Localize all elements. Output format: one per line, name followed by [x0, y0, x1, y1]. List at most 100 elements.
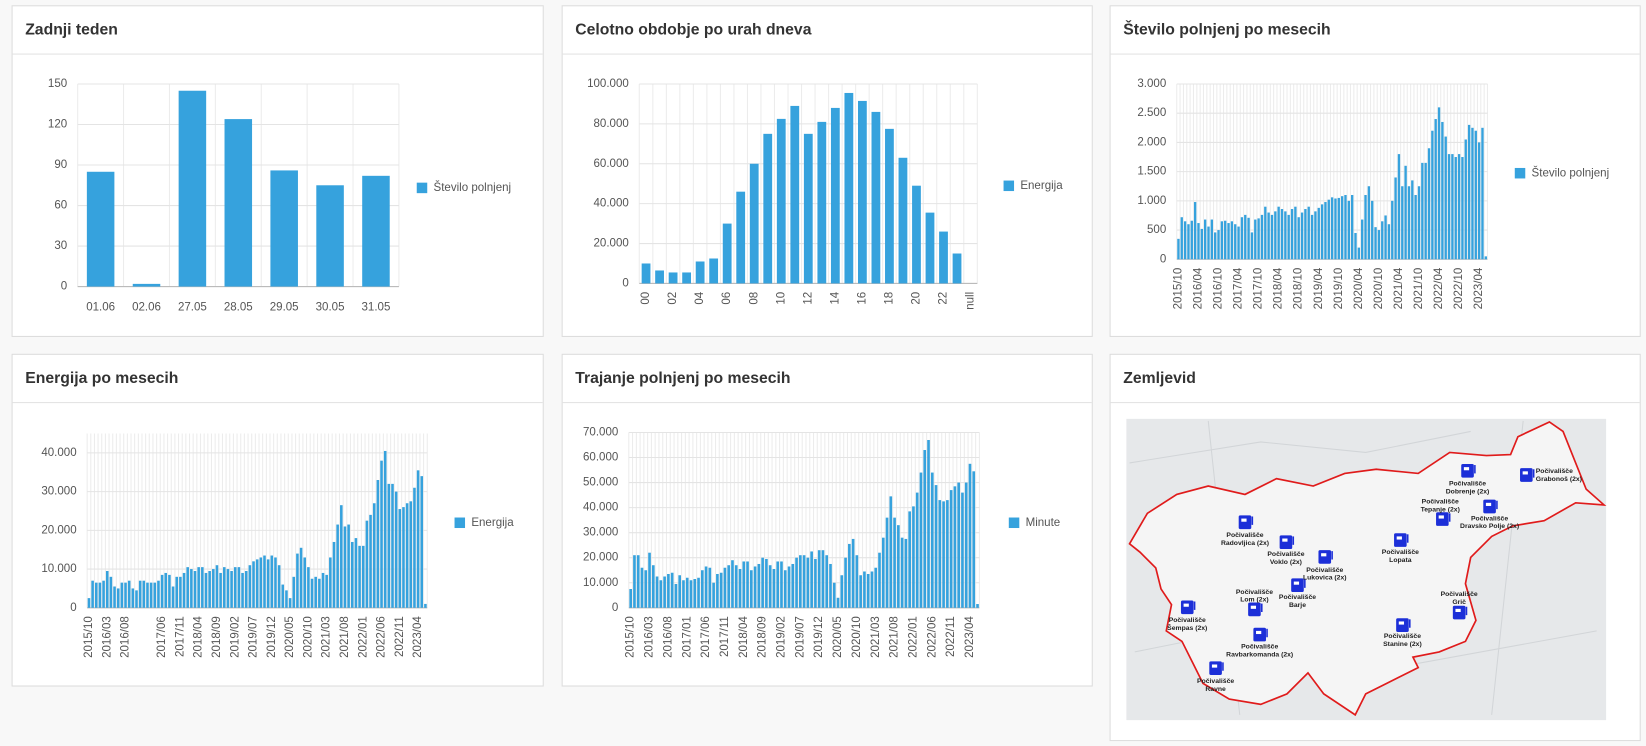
bar — [1461, 157, 1464, 260]
marker-icon-detail — [1396, 536, 1402, 540]
bar — [1327, 199, 1330, 260]
x-tick-label: 2021/04 — [1393, 267, 1405, 309]
bar — [1180, 217, 1183, 260]
marker-label: Počivališče — [1382, 549, 1419, 556]
bar — [821, 550, 825, 608]
marker-label: Grič — [1452, 599, 1466, 606]
bar — [332, 541, 336, 608]
bar — [1264, 206, 1267, 260]
bar — [1250, 232, 1254, 260]
x-tick-label: 2022/04 — [1433, 267, 1445, 309]
bar — [1330, 197, 1334, 260]
bar — [817, 550, 821, 608]
y-tick-label: 30.000 — [41, 486, 76, 498]
x-tick-label: 2017/04 — [1233, 267, 1245, 309]
bar — [237, 567, 241, 608]
bar — [1257, 218, 1260, 260]
x-tick-label: 2022/11 — [945, 616, 957, 657]
x-tick-label: 2020/10 — [851, 616, 863, 658]
bar — [1340, 196, 1344, 260]
bar — [1401, 186, 1404, 260]
marker-label: Grabonoš (2x) — [1536, 476, 1582, 483]
bar — [1484, 256, 1487, 260]
marker-label: Lukovica (2x) — [1303, 575, 1347, 582]
bar — [288, 598, 292, 608]
bar — [648, 552, 651, 608]
bar — [738, 568, 742, 608]
bar — [934, 485, 938, 608]
x-tick-label: 2020/10 — [1373, 268, 1385, 310]
bar — [949, 490, 953, 608]
bar — [303, 557, 307, 608]
chart: 0 20.000 40.000 60.000 80.000 100.000 00 02 04 06… — [587, 78, 1063, 310]
bar — [750, 570, 753, 608]
y-tick-label: 1.000 — [1137, 195, 1166, 207]
bar — [230, 571, 233, 608]
bar — [87, 598, 91, 608]
bar — [1230, 221, 1234, 260]
bar — [1350, 195, 1354, 260]
panel-header: Zemljevid — [1110, 355, 1640, 404]
panel: Zadnji teden 0 30 60 90 120 150 01.06 02.06 27.0… — [11, 5, 544, 337]
x-tick-label: 2016/04 — [1193, 267, 1205, 309]
bar — [870, 571, 874, 608]
bar — [1193, 202, 1197, 260]
bar — [266, 559, 270, 608]
x-tick-label: 2015/10 — [83, 616, 95, 658]
bar — [814, 558, 817, 608]
x-tick-label: 14 — [829, 291, 841, 304]
bar — [1284, 211, 1287, 260]
marker-label: Lom (2x) — [1240, 597, 1268, 604]
bar — [1404, 165, 1407, 260]
marker-icon — [1180, 600, 1194, 615]
bar — [1424, 162, 1427, 260]
x-tick-label: 04 — [694, 291, 706, 304]
marker-icon-detail — [1211, 664, 1218, 668]
bar — [1444, 136, 1447, 260]
bar — [1320, 204, 1324, 260]
bar — [277, 565, 281, 608]
marker-icon-detail — [1455, 608, 1461, 612]
y-tick-label: 30.000 — [583, 527, 618, 539]
bar — [697, 577, 700, 608]
x-tick-label: 2022/06 — [926, 616, 938, 658]
bar — [799, 555, 802, 608]
x-tick-label: 2019/02 — [776, 616, 788, 658]
y-tick-label: 40.000 — [594, 198, 629, 210]
bar — [898, 157, 908, 284]
bar — [1297, 217, 1300, 260]
bar — [857, 100, 867, 284]
bar — [1344, 195, 1347, 260]
bar — [281, 584, 285, 608]
panel-header: Število polnjenj po mesecih — [1110, 6, 1640, 55]
bar — [1451, 154, 1454, 260]
bar — [193, 571, 197, 608]
bar — [844, 92, 854, 284]
bar — [296, 553, 299, 608]
bar — [836, 597, 840, 608]
y-tick-label: 2.000 — [1137, 136, 1166, 148]
bar — [930, 472, 934, 608]
bar — [1210, 219, 1214, 260]
bar — [314, 576, 317, 608]
bar — [1190, 220, 1193, 260]
bar — [350, 541, 354, 608]
bar — [772, 568, 776, 608]
bar — [157, 580, 160, 608]
bar — [1417, 186, 1421, 260]
bar — [700, 570, 704, 608]
bar — [878, 552, 881, 608]
bar — [636, 555, 640, 608]
bar — [663, 576, 666, 608]
x-tick-label: 2021/03 — [870, 616, 882, 658]
bar — [674, 584, 678, 608]
bar — [1203, 219, 1207, 260]
x-tick-label: 02 — [667, 292, 679, 305]
bar — [233, 567, 237, 608]
marker-label: Počivališče — [1169, 617, 1206, 624]
x-tick-label: 2015/10 — [1172, 268, 1184, 310]
bar — [241, 572, 244, 608]
bar — [704, 566, 708, 608]
bar — [939, 231, 948, 284]
x-tick-label: 2021/08 — [339, 616, 351, 658]
